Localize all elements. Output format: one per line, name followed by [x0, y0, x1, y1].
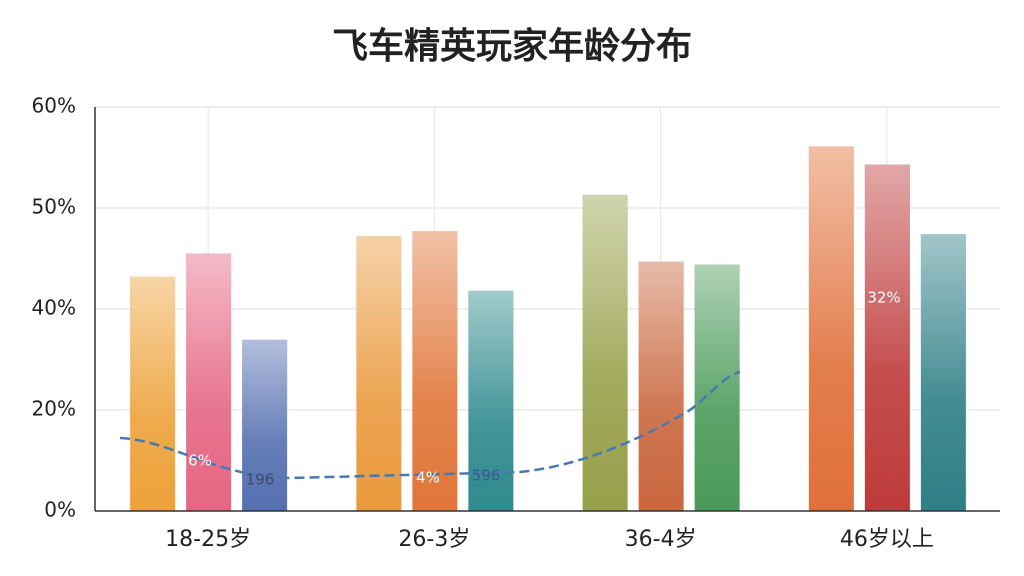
y-tick-label: 0%	[44, 498, 76, 522]
x-tick-label: 46岁以上	[840, 527, 934, 552]
bar-shine	[356, 236, 402, 511]
x-tick-label: 26-3岁	[398, 527, 470, 552]
trend-line	[119, 370, 741, 480]
bar-shine	[412, 231, 458, 512]
annotation: 32%	[867, 289, 900, 307]
bar-shine	[638, 261, 684, 511]
x-tick-label: 36-4岁	[625, 527, 697, 552]
grid: 0% 20% 40% 50% 60%	[32, 94, 1000, 522]
y-tick-label: 50%	[32, 195, 76, 219]
annotation: 196	[246, 471, 275, 489]
y-tick-label: 40%	[32, 296, 76, 320]
annotation: 4%	[416, 469, 440, 487]
y-tick-label: 60%	[32, 94, 76, 118]
bar-shine	[808, 146, 854, 511]
bar-shine	[242, 339, 288, 511]
bar-shine	[130, 276, 176, 511]
labels: 18-25岁 26-3岁 36-4岁 46岁以上 6% 196 4% 596 32%	[165, 289, 934, 553]
bar-shine	[920, 234, 966, 511]
bar-shine	[582, 194, 628, 511]
bars	[130, 146, 966, 512]
bar-shine	[186, 253, 232, 511]
annotation: 596	[472, 467, 501, 485]
y-tick-label: 20%	[32, 397, 76, 421]
annotation: 6%	[188, 452, 212, 470]
x-tick-label: 18-25岁	[165, 527, 251, 552]
chart-title: 飞车精英玩家年龄分布	[332, 26, 692, 67]
bar-shine	[864, 164, 910, 511]
